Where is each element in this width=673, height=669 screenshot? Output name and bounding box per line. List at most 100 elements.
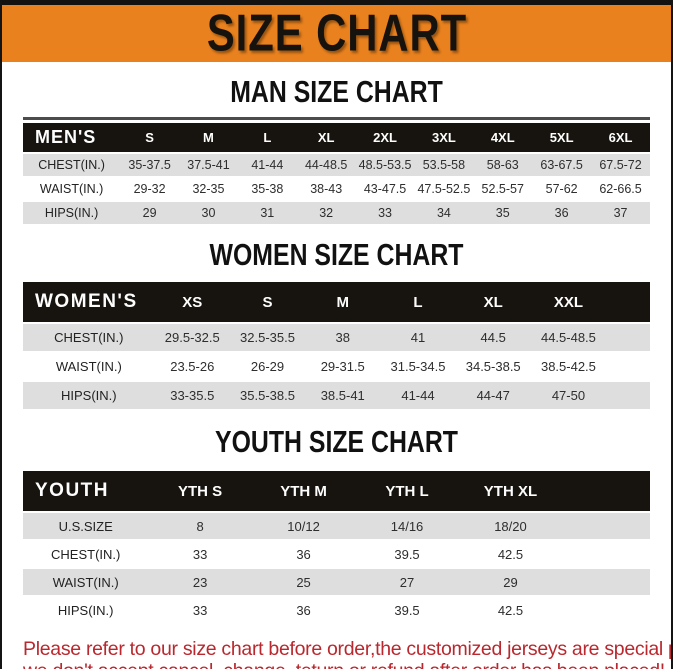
size-cell: 43-47.5	[355, 178, 415, 200]
size-cell: 32.5-35.5	[229, 324, 306, 351]
section-men: MAN SIZE CHART MEN'S S M L XL	[23, 75, 650, 226]
size-cell: 36	[251, 541, 356, 567]
size-cell: 10/12	[251, 513, 356, 539]
size-cell: 27	[355, 569, 459, 595]
size-cell: 41-44	[237, 154, 297, 176]
size-cell: 32-35	[179, 178, 238, 200]
table-row: WAIST(IN.) 23 25 27 29	[23, 569, 650, 595]
size-header: XL	[455, 282, 531, 322]
size-cell: 18/20	[458, 513, 563, 539]
size-header: M	[305, 282, 381, 322]
men-table-wrap: MEN'S S M L XL 2XL 3XL 4XL 5XL 6XL	[23, 117, 650, 226]
size-cell: 42.5	[458, 597, 563, 623]
size-cell: 63-67.5	[532, 154, 592, 176]
row-label: CHEST(IN.)	[23, 541, 149, 567]
size-cell: 35-37.5	[120, 154, 180, 176]
size-cell: 8	[148, 513, 252, 539]
size-cell: 58-63	[473, 154, 533, 176]
men-size-table: MEN'S S M L XL 2XL 3XL 4XL 5XL 6XL	[23, 121, 650, 226]
row-label: WAIST(IN.)	[23, 178, 121, 200]
size-cell: 33	[355, 202, 415, 224]
size-cell: 31	[237, 202, 297, 224]
size-header: M	[179, 123, 238, 152]
spacer-cell	[606, 382, 650, 409]
size-cell: 39.5	[355, 597, 459, 623]
table-row: CHEST(IN.) 35-37.5 37.5-41 41-44 44-48.5…	[23, 154, 650, 176]
size-header: 6XL	[591, 123, 650, 152]
table-row: CHEST(IN.) 29.5-32.5 32.5-35.5 38 41 44.…	[23, 324, 650, 351]
order-notice-line1: Please refer to our size chart before or…	[23, 638, 671, 660]
table-row: WAIST(IN.) 23.5-26 26-29 29-31.5 31.5-34…	[23, 353, 650, 380]
size-header: YTH S	[148, 471, 252, 511]
size-cell: 62-66.5	[591, 178, 650, 200]
size-cell: 37	[591, 202, 650, 224]
size-cell: 42.5	[458, 541, 563, 567]
size-cell: 29.5-32.5	[154, 324, 230, 351]
size-cell: 14/16	[355, 513, 459, 539]
size-cell: 29-31.5	[305, 353, 381, 380]
row-label: CHEST(IN.)	[23, 324, 155, 351]
size-cell: 33-35.5	[154, 382, 230, 409]
table-row: HIPS(IN.) 33-35.5 35.5-38.5 38.5-41 41-4…	[23, 382, 650, 409]
size-header: 2XL	[355, 123, 415, 152]
size-cell: 44-47	[455, 382, 531, 409]
row-label: CHEST(IN.)	[23, 154, 121, 176]
size-header: L	[237, 123, 297, 152]
order-notice-line2: we don't accept cancel, change, teturn o…	[23, 660, 665, 669]
size-cell: 37.5-41	[179, 154, 238, 176]
size-header: YTH XL	[458, 471, 563, 511]
size-cell: 30	[179, 202, 238, 224]
size-cell: 29	[458, 569, 563, 595]
size-cell: 34.5-38.5	[455, 353, 531, 380]
size-cell: 41	[380, 324, 456, 351]
size-header: YTH L	[355, 471, 459, 511]
size-cell: 44.5-48.5	[530, 324, 607, 351]
men-corner-label: MEN'S	[23, 123, 121, 152]
spacer-cell	[606, 324, 650, 351]
size-cell: 47-50	[530, 382, 607, 409]
spacer-cell	[562, 471, 650, 511]
size-cell: 47.5-52.5	[414, 178, 474, 200]
size-cell: 33	[148, 597, 252, 623]
size-cell: 23.5-26	[154, 353, 230, 380]
youth-corner-label: YOUTH	[23, 471, 149, 511]
size-header: 3XL	[414, 123, 474, 152]
page-title: SIZE CHART	[206, 4, 467, 62]
size-cell: 67.5-72	[591, 154, 650, 176]
size-cell: 41-44	[380, 382, 456, 409]
size-cell: 38-43	[296, 178, 356, 200]
size-cell: 44-48.5	[296, 154, 356, 176]
youth-chart-heading: YOUTH SIZE CHART	[215, 425, 458, 459]
spacer-cell	[562, 513, 650, 539]
size-cell: 38.5-41	[305, 382, 381, 409]
section-women: WOMEN SIZE CHART WOMEN'S XS S M L XL	[23, 238, 650, 411]
women-chart-heading: WOMEN SIZE CHART	[209, 238, 464, 272]
size-cell: 38.5-42.5	[530, 353, 607, 380]
row-label: WAIST(IN.)	[23, 353, 155, 380]
men-header-row: MEN'S S M L XL 2XL 3XL 4XL 5XL 6XL	[23, 123, 650, 152]
size-cell: 36	[251, 597, 356, 623]
spacer-cell	[562, 569, 650, 595]
size-cell: 57-62	[532, 178, 592, 200]
spacer-cell	[562, 597, 650, 623]
title-banner: SIZE CHART	[2, 0, 671, 62]
size-header: 4XL	[473, 123, 533, 152]
size-header: L	[380, 282, 456, 322]
section-youth: YOUTH SIZE CHART YOUTH YTH S YTH M YTH L…	[23, 425, 650, 625]
size-header: XL	[296, 123, 356, 152]
table-row: CHEST(IN.) 33 36 39.5 42.5	[23, 541, 650, 567]
table-row: U.S.SIZE 8 10/12 14/16 18/20	[23, 513, 650, 539]
size-cell: 35	[473, 202, 533, 224]
size-cell: 48.5-53.5	[355, 154, 415, 176]
size-cell: 53.5-58	[414, 154, 474, 176]
size-cell: 23	[148, 569, 252, 595]
order-notice: Please refer to our size chart before or…	[23, 638, 671, 669]
size-cell: 31.5-34.5	[380, 353, 456, 380]
size-cell: 38	[305, 324, 381, 351]
youth-header-row: YOUTH YTH S YTH M YTH L YTH XL	[23, 471, 650, 511]
row-label: HIPS(IN.)	[23, 597, 149, 623]
size-cell: 25	[251, 569, 356, 595]
table-row: WAIST(IN.) 29-32 32-35 35-38 38-43 43-47…	[23, 178, 650, 200]
size-cell: 36	[532, 202, 592, 224]
